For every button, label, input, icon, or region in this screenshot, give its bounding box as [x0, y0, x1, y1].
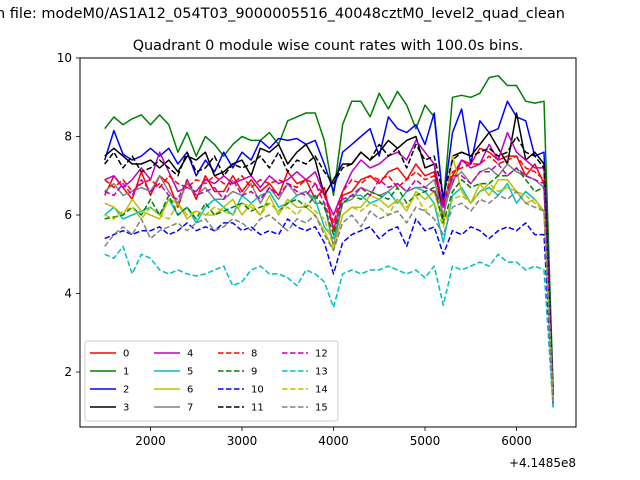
legend-label-14: 14	[315, 385, 328, 396]
legend-label-1: 1	[123, 367, 129, 378]
legend-label-10: 10	[251, 385, 264, 396]
y-tick-label: 6	[64, 208, 72, 222]
series-line-1	[104, 74, 554, 388]
series-line-9	[104, 167, 554, 400]
legend-label-7: 7	[187, 403, 193, 414]
x-tick-label: 6000	[501, 434, 532, 448]
series-line-0	[104, 147, 554, 392]
legend-label-11: 11	[251, 403, 264, 414]
series-line-14	[104, 182, 554, 400]
legend-label-15: 15	[315, 403, 328, 414]
legend-label-3: 3	[123, 403, 129, 414]
series-line-13	[104, 245, 554, 408]
y-tick-label: 2	[64, 365, 72, 379]
figure-suptitle: n file: modeM0/AS1A12_054T03_9000005516_…	[0, 6, 565, 22]
y-tick-label: 8	[64, 130, 72, 144]
y-axis: 2 4 6 8 10	[57, 51, 80, 379]
x-axis-offset-label: +4.1485e8	[509, 456, 576, 470]
legend-label-2: 2	[123, 385, 129, 396]
y-tick-label: 10	[57, 51, 72, 65]
legend-label-9: 9	[251, 367, 257, 378]
legend-label-4: 4	[187, 349, 193, 360]
legend-label-6: 6	[187, 385, 193, 396]
legend-box	[84, 340, 339, 422]
series-line-8	[104, 155, 554, 396]
legend-label-12: 12	[315, 349, 328, 360]
x-tick-label: 5000	[410, 434, 441, 448]
legend-label-5: 5	[187, 367, 193, 378]
series-line-10	[104, 218, 554, 404]
chart-title: Quadrant 0 module wise count rates with …	[133, 38, 524, 54]
legend-label-8: 8	[251, 349, 257, 360]
x-tick-label: 3000	[227, 434, 258, 448]
series-line-15	[104, 190, 554, 404]
legend-label-13: 13	[315, 367, 328, 378]
x-tick-label: 4000	[318, 434, 349, 448]
series-line-11	[104, 135, 554, 396]
axes-frame	[79, 57, 577, 428]
series-layer	[103, 74, 554, 408]
y-tick-label: 4	[64, 287, 72, 301]
legend-label-0: 0	[123, 349, 129, 360]
x-tick-label: 2000	[135, 434, 166, 448]
series-line-12	[104, 163, 554, 396]
x-axis: 2000 3000 4000 5000 6000	[135, 427, 532, 448]
series-line-3	[104, 112, 554, 396]
